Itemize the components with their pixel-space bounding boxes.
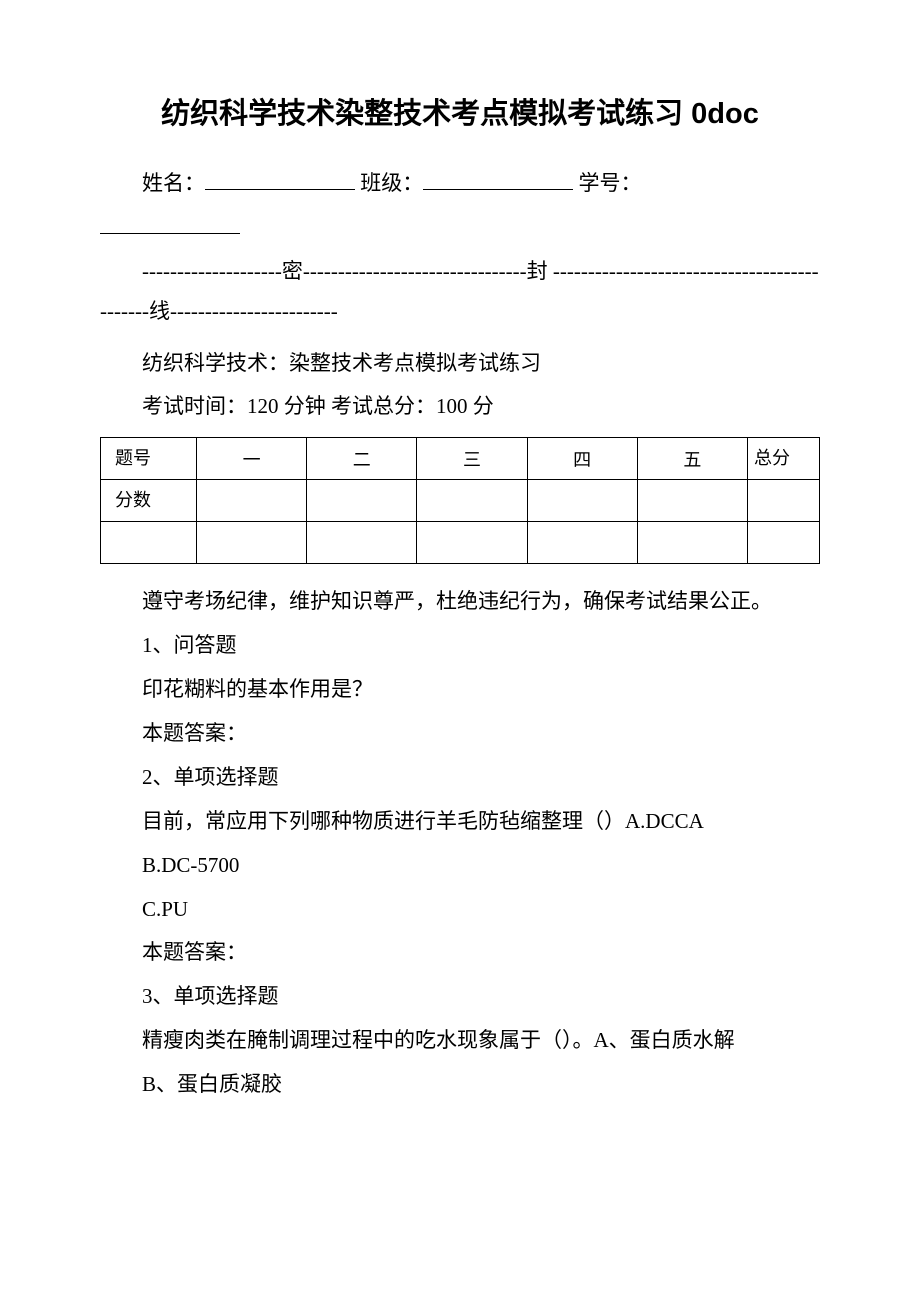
table-cell (748, 480, 820, 522)
table-cell (197, 522, 307, 564)
table-cell (307, 522, 417, 564)
table-cell: 五 (637, 438, 747, 480)
table-cell: 一 (197, 438, 307, 480)
table-cell (748, 522, 820, 564)
id-label: 学号： (579, 171, 642, 195)
table-cell: 二 (307, 438, 417, 480)
class-blank (423, 165, 573, 190)
name-label: 姓名： (142, 171, 205, 195)
row-header: 分数 (101, 480, 197, 522)
student-info-line: 姓名： 班级： 学号： (100, 164, 820, 204)
q2-answer-label: 本题答案： (100, 933, 820, 973)
subject-line: 纺织科学技术：染整技术考点模拟考试练习 (100, 344, 820, 384)
table-cell (307, 480, 417, 522)
table-cell (527, 480, 637, 522)
discipline-text: 遵守考场纪律，维护知识尊严，杜绝违纪行为，确保考试结果公正。 (100, 582, 820, 622)
q1-text: 印花糊料的基本作用是？ (100, 670, 820, 710)
table-cell (417, 522, 527, 564)
total-header: 总分 (748, 438, 820, 480)
table-cell: 三 (417, 438, 527, 480)
q3-option-b: B、蛋白质凝胶 (100, 1065, 820, 1105)
table-row: 题号 一 二 三 四 五 总分 (101, 438, 820, 480)
table-cell (637, 480, 747, 522)
table-row (101, 522, 820, 564)
q1-answer-label: 本题答案： (100, 714, 820, 754)
row-header: 题号 (101, 438, 197, 480)
table-cell (637, 522, 747, 564)
exam-info: 考试时间：120 分钟 考试总分：100 分 (100, 387, 820, 427)
score-table: 题号 一 二 三 四 五 总分 分数 (100, 437, 820, 564)
q2-text: 目前，常应用下列哪种物质进行羊毛防毡缩整理（）A.DCCA (100, 802, 820, 842)
class-label: 班级： (360, 171, 423, 195)
id-blank-line (100, 208, 820, 248)
row-header (101, 522, 197, 564)
name-blank (205, 165, 355, 190)
table-cell: 四 (527, 438, 637, 480)
table-row: 分数 (101, 480, 820, 522)
seal-line: --------------------密-------------------… (100, 252, 820, 332)
q2-option-b: B.DC-5700 (100, 846, 820, 886)
q1-number: 1、问答题 (100, 626, 820, 666)
table-cell (527, 522, 637, 564)
q3-text: 精瘦肉类在腌制调理过程中的吃水现象属于（）。A、蛋白质水解 (100, 1021, 820, 1061)
q2-number: 2、单项选择题 (100, 758, 820, 798)
page-title: 纺织科学技术染整技术考点模拟考试练习 0doc (100, 90, 820, 132)
table-cell (417, 480, 527, 522)
q3-number: 3、单项选择题 (100, 977, 820, 1017)
table-cell (197, 480, 307, 522)
q2-option-c: C.PU (100, 890, 820, 930)
